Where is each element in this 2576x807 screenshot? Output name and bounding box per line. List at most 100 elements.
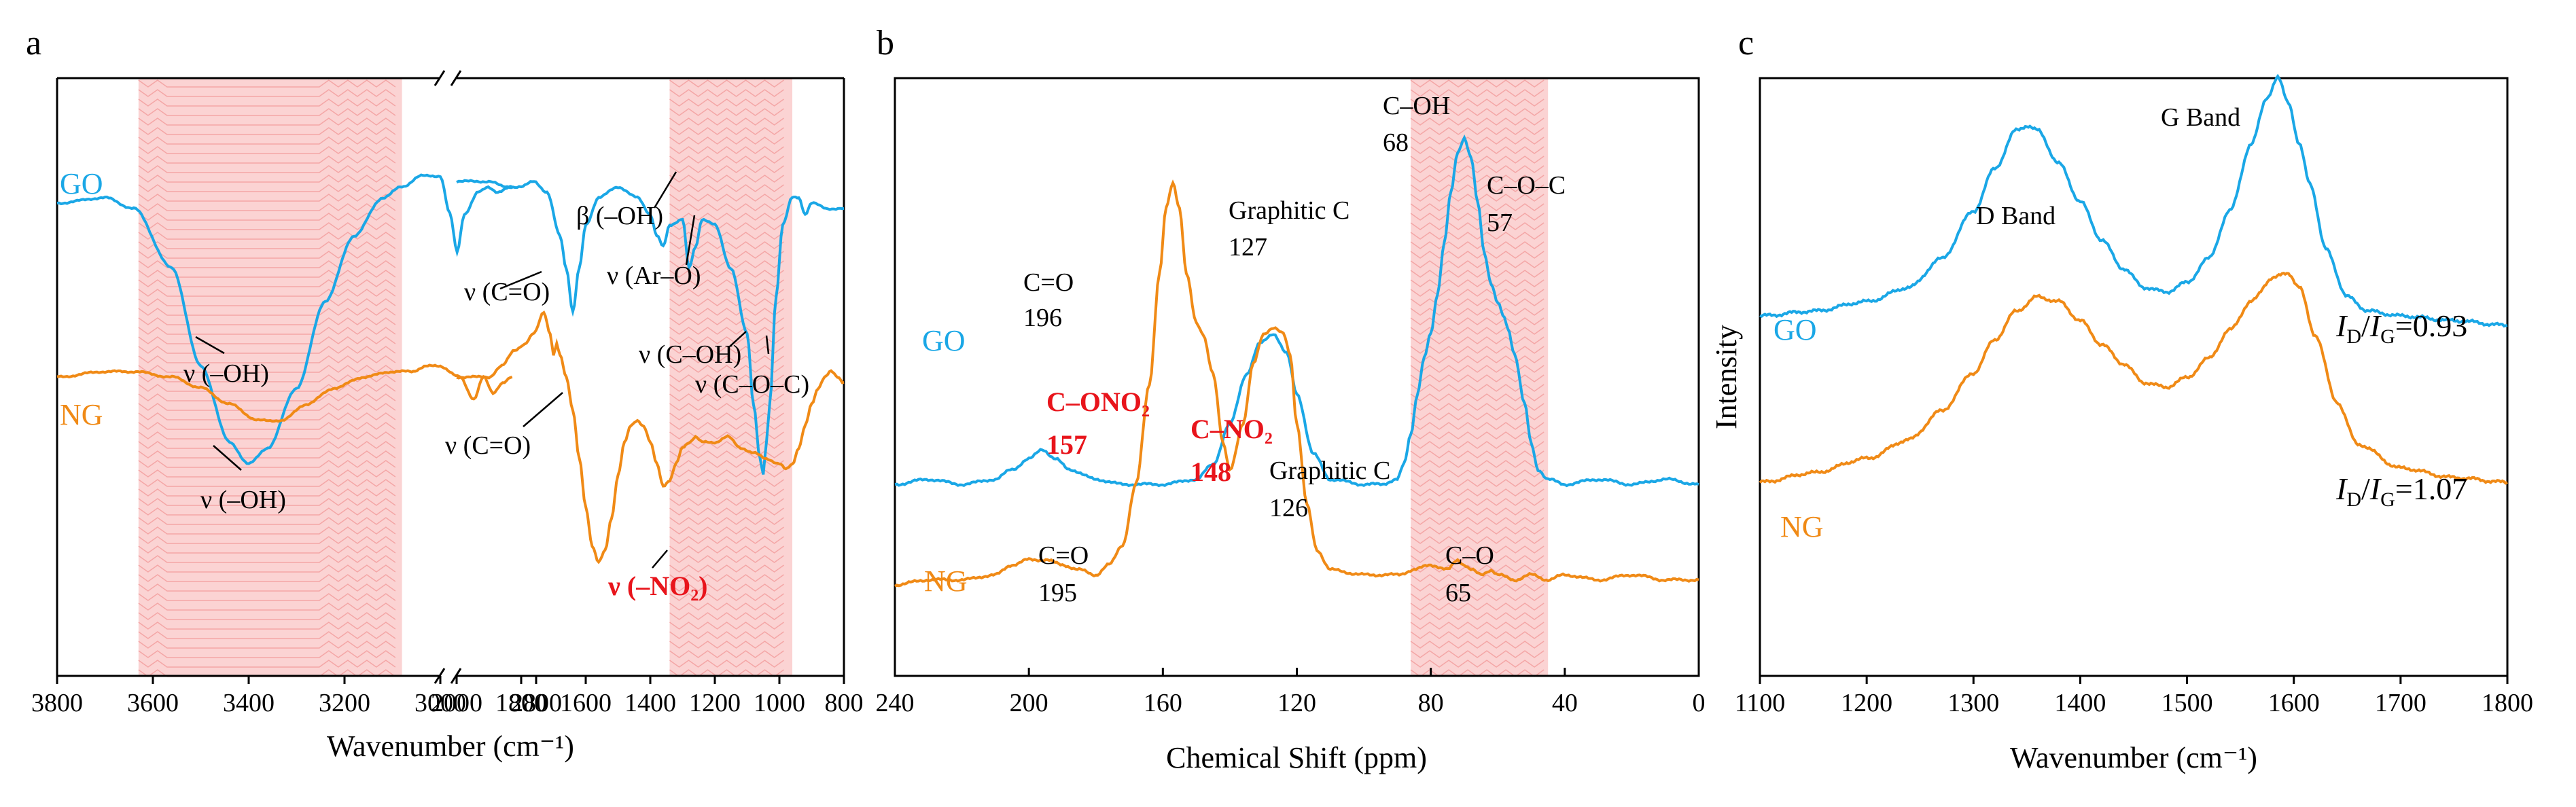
shaded-region-a-1-hatch xyxy=(138,251,396,259)
shaded-region-b-1-hatch xyxy=(1410,545,1545,554)
shaded-region-b-1-hatch xyxy=(1410,251,1545,259)
shaded-region-a-1-hatch xyxy=(138,298,396,306)
shaded-region-a-1-hatch xyxy=(138,517,396,525)
shaded-region-b-1-hatch xyxy=(1410,450,1545,459)
annotation-go-aro: ν (Ar–O) xyxy=(607,262,701,290)
x-tick-label-a: 2800 xyxy=(510,689,562,717)
shaded-region-a-2-hatch xyxy=(669,441,784,449)
series-line-ng-a-seg1 xyxy=(56,363,513,423)
shaded-region-a-2-hatch xyxy=(669,650,784,658)
shaded-region-b-1-hatch xyxy=(1410,137,1545,145)
shaded-region-a-1-hatch xyxy=(138,355,396,363)
annotations-a xyxy=(195,171,770,569)
series-line-ng-b xyxy=(894,179,1699,588)
annotation-co-ng: C=O xyxy=(1038,541,1089,570)
shaded-region-a-1-hatch xyxy=(138,403,396,411)
shaded-region-a-2-hatch xyxy=(669,327,784,335)
x-tick-label-a: 2000 xyxy=(431,689,482,717)
shaded-region-a-2-hatch xyxy=(669,365,784,373)
shaded-region-a-2-hatch xyxy=(669,584,784,592)
shaded-region-a-2-hatch xyxy=(669,336,784,344)
shaded-region-a-1-hatch xyxy=(138,184,396,192)
series-line-ng-a-seg2 xyxy=(456,310,845,564)
shaded-region-b-1-hatch xyxy=(1410,298,1545,306)
shaded-region-a-1-hatch xyxy=(138,260,396,268)
shaded-region-a-1-hatch xyxy=(138,118,396,126)
shaded-region-a-2-hatch xyxy=(669,393,784,401)
shaded-region-a-2-hatch xyxy=(669,346,784,354)
shaded-region-b-1-hatch xyxy=(1410,108,1545,116)
axis-break-a-top xyxy=(434,70,462,86)
shaded-region-a-2-hatch xyxy=(669,631,784,639)
x-tick-label-c: 1300 xyxy=(1947,689,1999,717)
shaded-region-a-2-hatch xyxy=(669,403,784,411)
shaded-region-a-1-hatch xyxy=(138,108,396,116)
x-tick-label-b: 40 xyxy=(1552,689,1578,717)
shaded-region-b-1-hatch xyxy=(1410,498,1545,506)
annotation-graphitic-go-value: 127 xyxy=(1229,233,1267,262)
annotation-go-coc: ν (C–O–C) xyxy=(695,370,809,399)
shaded-region-a-2-hatch xyxy=(669,118,784,126)
shaded-region-a-2-hatch xyxy=(669,622,784,630)
shaded-region-a-1-hatch xyxy=(138,194,396,202)
annotation-ng-oh: ν (–OH) xyxy=(200,486,286,514)
x-tick-label-b: 0 xyxy=(1693,689,1706,717)
shaded-region-a-1-hatch xyxy=(138,213,396,221)
shaded-region-a-1-hatch xyxy=(138,631,396,639)
shaded-region-a-1-hatch xyxy=(138,564,396,573)
shaded-region-b-1-hatch xyxy=(1410,469,1545,478)
shaded-region-a-2-hatch xyxy=(669,298,784,306)
shaded-region-a-1-hatch xyxy=(138,641,396,649)
shaded-region-a-2-hatch xyxy=(669,641,784,649)
shaded-region-b-1-hatch xyxy=(1410,479,1545,487)
shaded-region-a-1-hatch xyxy=(138,79,396,88)
shaded-region-b-1-hatch xyxy=(1410,175,1545,183)
x-tick-label-a: 800 xyxy=(825,689,864,717)
shaded-region-a-1-hatch xyxy=(138,308,396,316)
shaded-region-b-1-hatch xyxy=(1410,165,1545,173)
shaded-region-a-1-hatch xyxy=(138,431,396,440)
x-tick-label-b: 120 xyxy=(1277,689,1316,717)
shaded-region-a-2-hatch xyxy=(669,612,784,620)
shaded-region-a-2-hatch xyxy=(669,184,784,192)
shaded-region-b-1-hatch xyxy=(1410,365,1545,373)
shaded-region-b-1-hatch xyxy=(1410,403,1545,411)
shaded-region-a-1-hatch xyxy=(138,526,396,535)
shaded-region-a-1-hatch xyxy=(138,89,396,97)
shaded-region-a-1-hatch xyxy=(138,146,396,154)
shaded-region-b-1-hatch xyxy=(1410,146,1545,154)
annotation-go-co: ν (C=O) xyxy=(464,278,550,306)
shaded-region-b-1-hatch xyxy=(1410,279,1545,287)
annotation-d-band: D Band xyxy=(1976,202,2055,230)
series-line-go-a-seg2 xyxy=(456,179,845,475)
shaded-region-a-2-hatch xyxy=(669,507,784,516)
shaded-region-b-1-hatch xyxy=(1410,650,1545,658)
x-axis-title-b: Chemical Shift (ppm) xyxy=(1166,741,1427,774)
x-tick-label-c: 1400 xyxy=(2054,689,2106,717)
shaded-region-b-1-hatch xyxy=(1410,336,1545,344)
axis-frame-c xyxy=(1759,77,2509,677)
shaded-region-a-1-hatch xyxy=(138,279,396,287)
shaded-region-a-1-hatch xyxy=(138,498,396,506)
shaded-region-b-1-hatch xyxy=(1410,660,1545,668)
shaded-region-a-2-hatch xyxy=(669,593,784,601)
shaded-region-a-2-hatch xyxy=(669,422,784,430)
shaded-region-b-1-hatch xyxy=(1410,355,1545,363)
shaded-region-a-1-hatch xyxy=(138,222,396,230)
annotation-co-ng-value: 195 xyxy=(1038,579,1077,607)
shaded-region-b-1-hatch xyxy=(1410,441,1545,449)
shaded-region-a-1-hatch xyxy=(138,374,396,382)
x-tick-label-b: 240 xyxy=(876,689,915,717)
x-tick-label-a: 3400 xyxy=(223,689,275,717)
annotation-co-ng2: C–O xyxy=(1445,541,1494,570)
shaded-region-a-2-hatch xyxy=(669,374,784,382)
annotation-ng-co: ν (C=O) xyxy=(445,431,531,460)
shaded-region-b-1-hatch xyxy=(1410,641,1545,649)
x-tick-label-a: 1400 xyxy=(624,689,676,717)
x-axis-title-c: Wavenumber (cm⁻¹) xyxy=(2010,741,2257,774)
shaded-region-a-2-hatch xyxy=(669,127,784,135)
shaded-region-a-2-hatch xyxy=(669,137,784,145)
ratio-label-ng: ID/IG=1.07 xyxy=(2335,471,2467,511)
shaded-region-a-1-hatch xyxy=(138,175,396,183)
shaded-region-a-1-hatch xyxy=(138,127,396,135)
